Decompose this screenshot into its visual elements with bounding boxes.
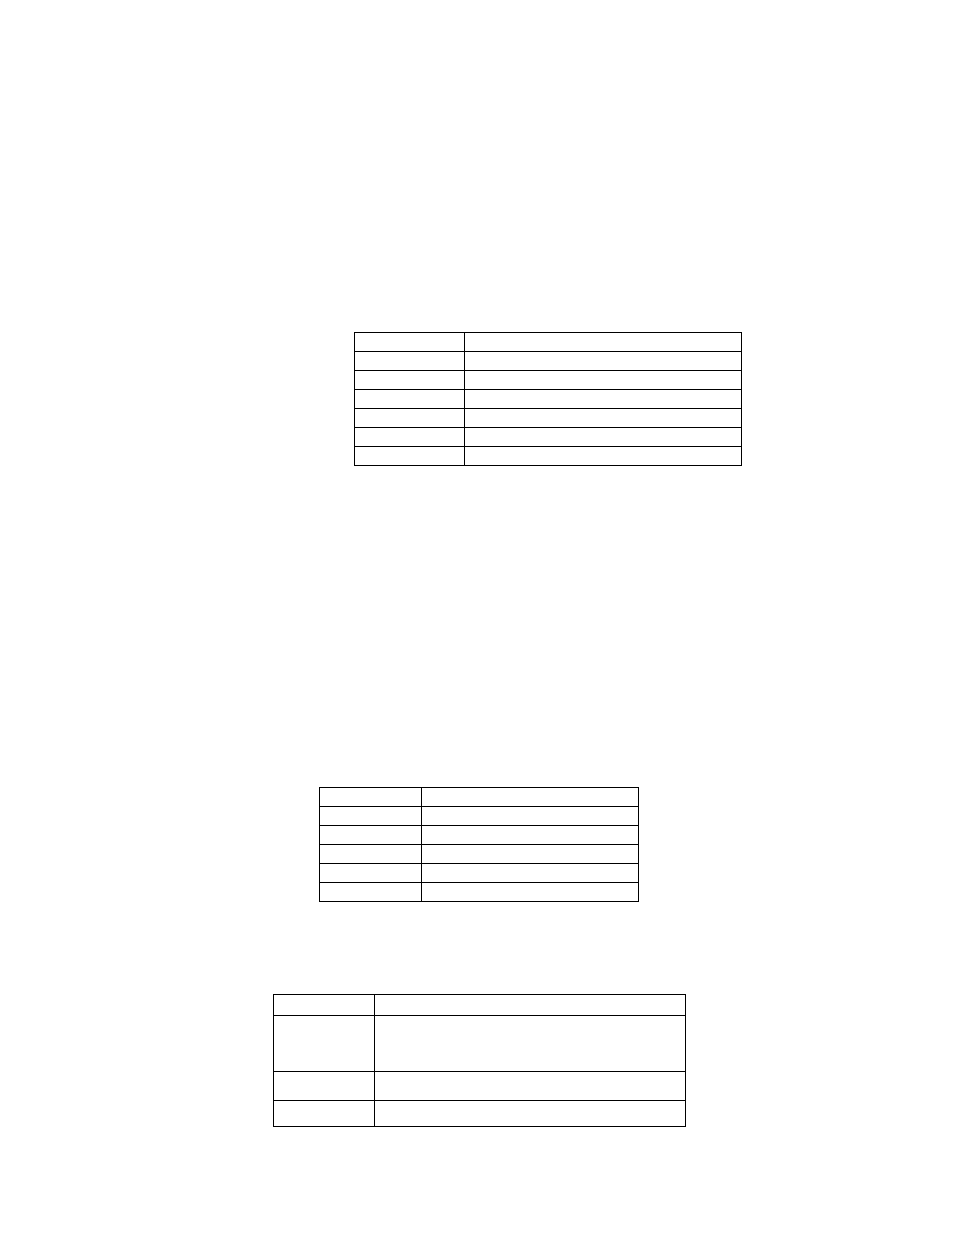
table-1-cell	[465, 352, 742, 371]
table-1-row	[355, 390, 742, 409]
table-1-cell	[465, 447, 742, 466]
table-2-cell	[422, 864, 639, 883]
table-3-cell	[274, 1101, 375, 1127]
table-3	[273, 994, 686, 1127]
table-1-cell	[355, 333, 465, 352]
table-1-cell	[355, 447, 465, 466]
table-3-cell	[274, 995, 375, 1016]
table-2	[319, 787, 639, 902]
table-2-row	[320, 807, 639, 826]
table-1-cell	[355, 428, 465, 447]
table-1-row	[355, 371, 742, 390]
table-1-cell	[465, 390, 742, 409]
table-3-cell	[274, 1072, 375, 1101]
table-3-row	[274, 1016, 686, 1072]
page	[0, 0, 954, 1235]
table-2-cell	[320, 864, 422, 883]
table-2-row	[320, 883, 639, 902]
table-1-cell	[465, 428, 742, 447]
table-2-row	[320, 788, 639, 807]
table-2-cell	[320, 883, 422, 902]
table-1-cell	[355, 371, 465, 390]
table-3-cell	[375, 1101, 686, 1127]
table-1-cell	[355, 409, 465, 428]
table-1-cell	[465, 371, 742, 390]
table-3-cell	[375, 995, 686, 1016]
table-1-row	[355, 333, 742, 352]
table-3-cell	[375, 1016, 686, 1072]
table-1-row	[355, 447, 742, 466]
table-1-row	[355, 409, 742, 428]
table-1-row	[355, 428, 742, 447]
table-2-cell	[422, 826, 639, 845]
table-2-cell	[320, 788, 422, 807]
table-2-cell	[320, 807, 422, 826]
table-3-cell	[274, 1016, 375, 1072]
table-3-row	[274, 1072, 686, 1101]
table-2-cell	[320, 845, 422, 864]
table-2-cell	[320, 826, 422, 845]
table-1-row	[355, 352, 742, 371]
table-1-cell	[355, 390, 465, 409]
table-1-cell	[465, 333, 742, 352]
table-3-row	[274, 995, 686, 1016]
table-2-row	[320, 826, 639, 845]
table-2-row	[320, 864, 639, 883]
table-2-cell	[422, 883, 639, 902]
table-1-cell	[355, 352, 465, 371]
table-2-cell	[422, 788, 639, 807]
table-1	[354, 332, 742, 466]
table-2-row	[320, 845, 639, 864]
table-3-row	[274, 1101, 686, 1127]
table-3-cell	[375, 1072, 686, 1101]
table-2-cell	[422, 845, 639, 864]
table-1-cell	[465, 409, 742, 428]
table-2-cell	[422, 807, 639, 826]
